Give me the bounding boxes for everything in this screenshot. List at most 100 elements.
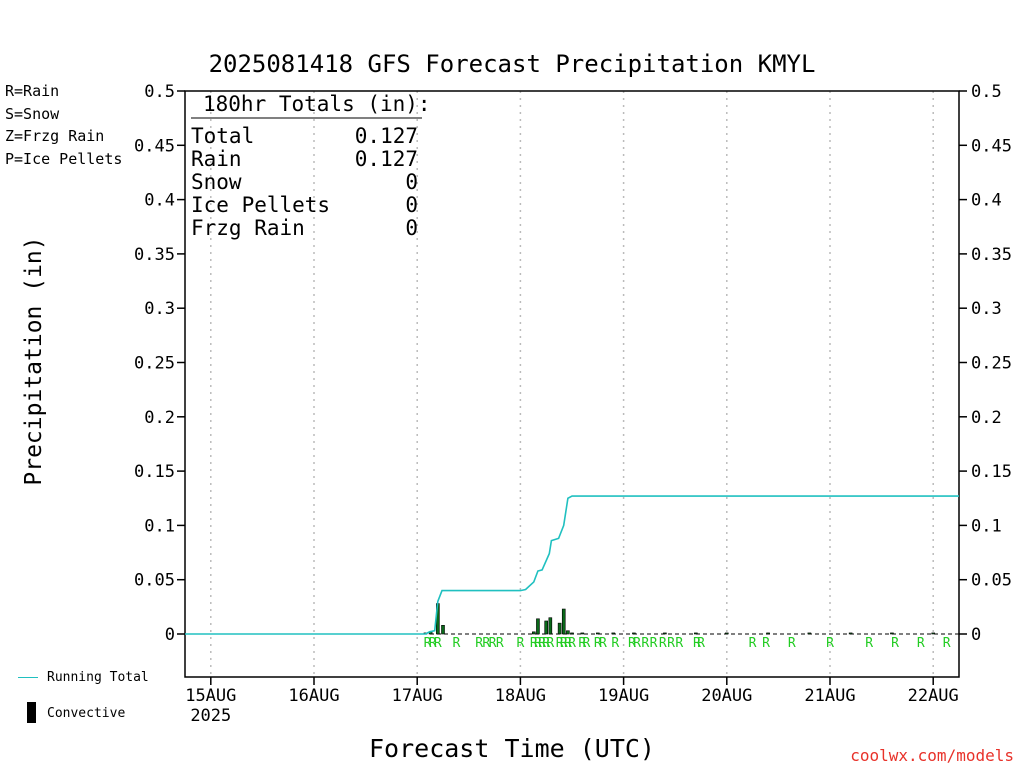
rain-marker: R [826,636,834,651]
x-tick-sublabel: 2025 [190,706,231,726]
rain-marker: R [594,636,602,651]
convective-bar [441,625,445,635]
rain-marker: R [762,636,770,651]
rain-marker: R [556,636,564,651]
convective-bar [611,632,616,635]
convective-bar [931,632,936,635]
rain-marker: R [475,636,483,651]
totals-value-snow: 0 [405,170,418,194]
x-tick-label: 17AUG [392,686,443,706]
y-tick-label-left: 0.45 [134,136,175,156]
rain-marker: R [641,636,649,651]
x-tick-label: 20AUG [701,686,752,706]
totals-label-ice-pellets: Ice Pellets [191,193,331,217]
rain-marker: R [667,636,675,651]
y-tick-label-right: 0 [971,625,981,645]
rain-marker: R [429,636,437,651]
rain-marker: R [599,636,607,651]
convective-bar [561,608,566,635]
rain-marker: R [891,636,899,651]
x-tick-label: 18AUG [495,686,546,706]
x-tick-label: 16AUG [288,686,339,706]
rain-marker: R [611,636,619,651]
x-axis-label: Forecast Time (UTC) [369,734,655,763]
rain-marker: R [749,636,757,651]
rain-marker: R [560,636,568,651]
totals-value-frzg-rain: 0 [405,216,418,240]
rain-marker: R [628,636,636,651]
rain-marker: R [693,636,701,651]
rain-marker: R [633,636,641,651]
y-tick-label-left: 0.25 [134,354,175,374]
y-tick-label-right: 0.1 [971,516,1002,536]
y-tick-label-right: 0.35 [971,245,1012,265]
plot-frame [184,90,960,678]
x-tick-label: 15AUG [185,686,236,706]
y-tick-label-left: 0.2 [144,408,175,428]
totals-value-rain: 0.127 [354,147,418,171]
y-tick-label-right: 0.3 [971,299,1002,319]
convective-bar [532,631,536,635]
y-tick-label-left: 0.35 [134,245,175,265]
y-tick-label-right: 0.15 [971,462,1012,482]
convective-bar [557,622,562,635]
y-tick-label-right: 0.2 [971,408,1002,428]
source-credit: coolwx.com/models [850,746,1014,765]
legend-frzg-rain: Z=Frzg Rain [5,127,105,145]
rain-marker: R [568,636,576,651]
legend-snow: S=Snow [5,105,60,123]
rain-marker: R [650,636,658,651]
rain-marker: R [578,636,586,651]
convective-bar [536,618,540,635]
rain-marker: R [489,636,497,651]
convective-legend-label: Convective [47,706,126,721]
rain-marker: R [530,636,538,651]
y-tick-label-left: 0.1 [144,516,175,536]
y-tick-label-left: 0.5 [144,82,175,102]
totals-label-rain: Rain [191,147,242,171]
legend-rain: R=Rain [5,82,60,100]
running-total-line [185,495,959,635]
convective-bar [766,632,770,635]
rain-marker: R [865,636,873,651]
rain-marker: R [788,636,796,651]
rain-marker: R [482,636,490,651]
chart-title: 2025081418 GFS Forecast Precipitation KM… [208,50,816,78]
rain-marker: R [434,636,442,651]
rain-marker: R [496,636,504,651]
totals-value-total: 0.127 [354,124,418,148]
convective-bar [544,620,549,635]
x-tick-label: 19AUG [598,686,649,706]
rain-marker: R [453,636,461,651]
y-tick-label-right: 0.45 [971,136,1012,156]
y-tick-label-right: 0.25 [971,354,1012,374]
convective-bar [570,632,574,635]
running-total-legend-label: Running Total [47,670,149,685]
rain-marker: R [583,636,591,651]
rain-marker: R [943,636,951,651]
y-tick-label-left: 0.3 [144,299,175,319]
rain-marker: R [542,636,550,651]
rain-marker: R [697,636,705,651]
totals-value-ice-pellets: 0 [405,193,418,217]
y-tick-label-left: 0.4 [144,191,175,211]
convective-bar [580,632,585,635]
convective-bar [632,632,636,635]
rain-marker: R [675,636,683,651]
rain-marker: R [659,636,667,651]
x-tick-label: 22AUG [908,686,959,706]
rain-marker: R [546,636,554,651]
y-tick-label-right: 0.05 [971,571,1012,591]
convective-swatch [27,702,36,723]
rain-marker: R [516,636,524,651]
y-tick-label-right: 0.4 [971,191,1002,211]
legend-ice-pellets: P=Ice Pellets [5,150,123,168]
convective-bar [890,632,894,635]
y-tick-label-left: 0.15 [134,462,175,482]
rain-marker: R [538,636,546,651]
rain-marker: R [917,636,925,651]
convective-bar [548,617,553,635]
rain-marker: R [534,636,542,651]
convective-bar [807,632,812,635]
y-tick-label-left: 0.05 [134,571,175,591]
